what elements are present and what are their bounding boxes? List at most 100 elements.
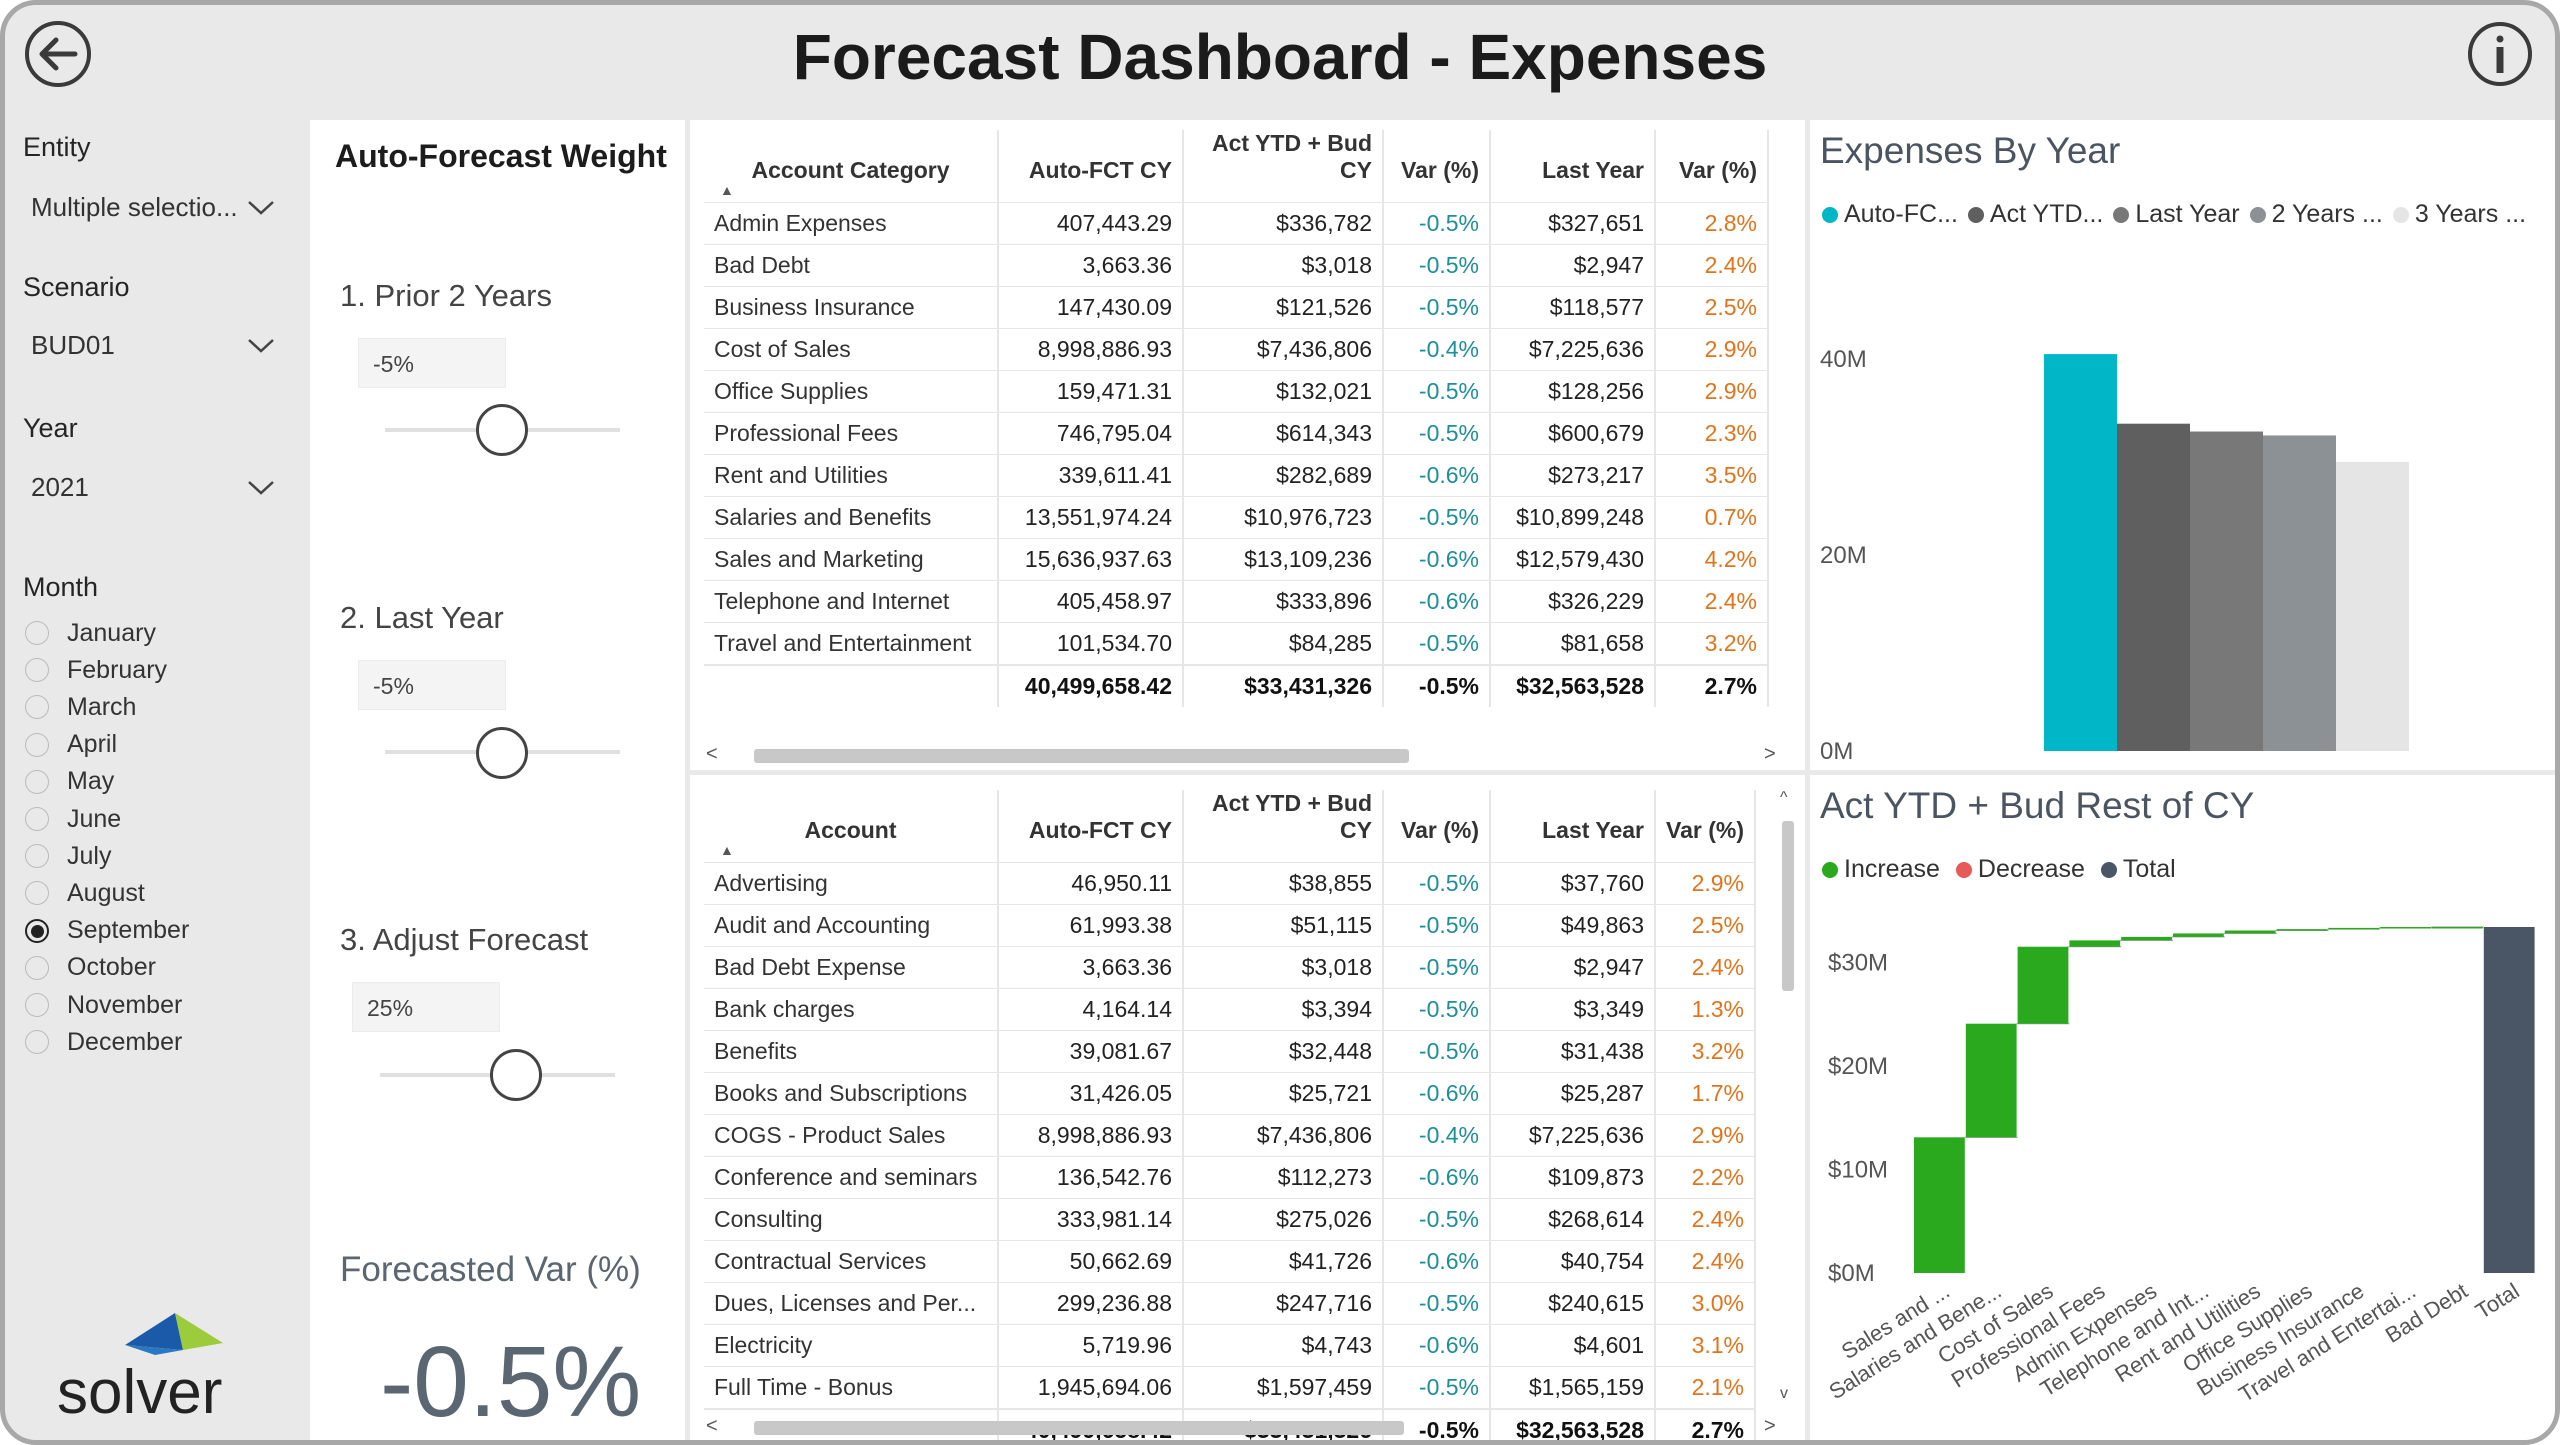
table-row[interactable]: Audit and Accounting 61,993.38 $51,115 -0.5…: [704, 904, 1756, 947]
legend-item[interactable]: 3 Years ...: [2392, 200, 2526, 229]
sort-ascending-icon[interactable]: ▲: [720, 182, 734, 198]
column-header-last-year[interactable]: Last Year: [1490, 790, 1656, 863]
table-horizontal-scrollbar[interactable]: < >: [704, 743, 1794, 765]
legend-item[interactable]: Last Year: [2113, 200, 2240, 229]
adjust-forecast-slider-thumb[interactable]: [490, 1049, 542, 1101]
year-dropdown[interactable]: 2021: [23, 462, 285, 514]
table-row[interactable]: Office Supplies 159,471.31 $132,021 -0.5% $1…: [704, 370, 1769, 413]
radio-icon[interactable]: [25, 955, 49, 980]
table-row[interactable]: Consulting 333,981.14 $275,026 -0.5% $268,61…: [704, 1198, 1756, 1241]
table-row[interactable]: Professional Fees 746,795.04 $614,343 -0.5%…: [704, 412, 1769, 455]
table-row[interactable]: Rent and Utilities 339,611.41 $282,689 -0.6…: [704, 454, 1769, 497]
table-vertical-scrollbar[interactable]: ^ v: [1778, 789, 1798, 1405]
column-header-act-ytd-bud-cy[interactable]: Act YTD + Bud CY: [1183, 790, 1384, 863]
legend-item[interactable]: 2 Years ...: [2249, 200, 2383, 229]
month-option-september[interactable]: September: [25, 914, 189, 948]
scrollbar-thumb[interactable]: [754, 1421, 1404, 1435]
month-option-january[interactable]: January: [25, 616, 156, 650]
month-option-march[interactable]: March: [25, 690, 136, 724]
radio-icon[interactable]: [25, 918, 49, 943]
scroll-left-icon[interactable]: <: [706, 743, 718, 765]
scroll-right-icon[interactable]: >: [1764, 743, 1776, 765]
table-row[interactable]: COGS - Product Sales 8,998,886.93 $7,436,8…: [704, 1114, 1756, 1157]
table-horizontal-scrollbar[interactable]: < >: [704, 1415, 1794, 1437]
entity-dropdown[interactable]: Multiple selectio...: [23, 182, 285, 234]
table-row[interactable]: Dues, Licenses and Per... 299,236.88 $247,…: [704, 1282, 1756, 1325]
scroll-down-icon[interactable]: v: [1780, 1385, 1788, 1402]
sort-ascending-icon[interactable]: ▲: [720, 842, 734, 858]
radio-icon[interactable]: [25, 695, 49, 720]
scroll-left-icon[interactable]: <: [706, 1415, 718, 1437]
radio-icon[interactable]: [25, 993, 49, 1017]
last-year-slider-thumb[interactable]: [476, 727, 528, 779]
table-row[interactable]: Sales and Marketing 15,636,937.63 $13,109,…: [704, 538, 1769, 581]
back-arrow-icon[interactable]: [23, 19, 93, 89]
column-header-label: Var (%): [1401, 157, 1479, 183]
table-row[interactable]: Conference and seminars 136,542.76 $112,27…: [704, 1156, 1756, 1199]
legend-item[interactable]: Act YTD...: [1967, 200, 2103, 229]
prior-2-years-input[interactable]: -5%: [358, 338, 506, 388]
month-option-february[interactable]: February: [25, 653, 167, 687]
table-row[interactable]: Admin Expenses 407,443.29 $336,782 -0.5% $32…: [704, 202, 1769, 245]
table-row[interactable]: Books and Subscriptions 31,426.05 $25,721-…: [704, 1072, 1756, 1115]
cell: 3.2%: [1655, 622, 1769, 665]
legend-item[interactable]: Total: [2100, 855, 2176, 884]
cell: 1.7%: [1655, 1072, 1756, 1115]
radio-icon[interactable]: [25, 621, 49, 645]
scrollbar-thumb[interactable]: [754, 749, 1409, 763]
column-header-account-category[interactable]: Account Category ▲: [704, 130, 999, 203]
info-icon[interactable]: [2465, 19, 2535, 89]
month-option-june[interactable]: June: [25, 802, 121, 836]
table-row[interactable]: Bad Debt Expense 3,663.36 $3,018 -0.5% $2,94…: [704, 946, 1756, 989]
legend-item[interactable]: Auto-FC...: [1822, 200, 1958, 229]
month-option-december[interactable]: December: [25, 1025, 182, 1059]
table-row[interactable]: Bad Debt 3,663.36 $3,018 -0.5% $2,947 2.4%: [704, 244, 1769, 287]
month-option-may[interactable]: May: [25, 765, 114, 799]
table-row[interactable]: Salaries and Benefits 13,551,974.24 $10,97…: [704, 496, 1769, 539]
table-row[interactable]: Cost of Sales 8,998,886.93 $7,436,806 -0.4%…: [704, 328, 1769, 371]
prior-2-years-slider-thumb[interactable]: [476, 404, 528, 456]
table-row[interactable]: Benefits 39,081.67 $32,448 -0.5% $31,438 3.2%: [704, 1030, 1756, 1073]
radio-icon[interactable]: [25, 769, 49, 794]
cell: $273,217: [1490, 454, 1656, 497]
month-option-april[interactable]: April: [25, 728, 117, 762]
month-option-october[interactable]: October: [25, 951, 156, 985]
column-header-last-year[interactable]: Last Year: [1490, 130, 1656, 203]
month-option-july[interactable]: July: [25, 839, 111, 873]
table-row[interactable]: Advertising 46,950.11 $38,855 -0.5% $37,760 2…: [704, 862, 1756, 905]
table-row[interactable]: Electricity 5,719.96 $4,743 -0.6% $4,601 3.1%: [704, 1324, 1756, 1367]
column-header-account[interactable]: Account ▲: [704, 790, 999, 863]
column-header-auto-fct-cy[interactable]: Auto-FCT CY: [998, 790, 1184, 863]
cell: 4,164.14: [998, 988, 1184, 1031]
table-row[interactable]: Telephone and Internet 405,458.97 $333,896…: [704, 580, 1769, 623]
radio-icon[interactable]: [25, 807, 49, 831]
column-header-var[interactable]: Var (%): [1383, 130, 1491, 203]
column-header-auto-fct-cy[interactable]: Auto-FCT CY: [998, 130, 1184, 203]
radio-icon[interactable]: [25, 881, 49, 906]
last-year-input[interactable]: -5%: [358, 660, 506, 710]
radio-icon[interactable]: [25, 732, 49, 757]
column-header-act-ytd-bud-cy[interactable]: Act YTD + Bud CY: [1183, 130, 1384, 203]
month-option-november[interactable]: November: [25, 988, 182, 1022]
month-option-august[interactable]: August: [25, 876, 145, 910]
radio-icon[interactable]: [25, 1030, 49, 1055]
column-header-label: Act YTD + Bud CY: [1212, 790, 1372, 843]
waterfall-bar-salaries-and-bene: [1965, 1023, 2017, 1138]
table-row[interactable]: Travel and Entertainment 101,534.70 $84,28…: [704, 622, 1769, 665]
radio-icon[interactable]: [25, 658, 49, 683]
vertical-scrollbar-thumb[interactable]: [1782, 821, 1794, 991]
column-header-var[interactable]: Var (%): [1655, 790, 1756, 863]
scroll-right-icon[interactable]: >: [1764, 1415, 1776, 1437]
adjust-forecast-input[interactable]: 25%: [352, 982, 500, 1032]
radio-icon[interactable]: [25, 844, 49, 869]
table-row[interactable]: Contractual Services 50,662.69 $41,726 -0.6…: [704, 1240, 1756, 1283]
scroll-up-icon[interactable]: ^: [1780, 789, 1788, 806]
table-row[interactable]: Full Time - Bonus 1,945,694.06 $1,597,459-…: [704, 1366, 1756, 1409]
table-row[interactable]: Business Insurance 147,430.09 $121,526 -0.5…: [704, 286, 1769, 329]
legend-item[interactable]: Increase: [1822, 855, 1940, 884]
table-row[interactable]: Bank charges 4,164.14 $3,394 -0.5% $3,349 1.3…: [704, 988, 1756, 1031]
scenario-dropdown[interactable]: BUD01: [23, 320, 285, 372]
column-header-var[interactable]: Var (%): [1655, 130, 1769, 203]
column-header-var[interactable]: Var (%): [1383, 790, 1491, 863]
legend-item[interactable]: Decrease: [1955, 855, 2085, 884]
